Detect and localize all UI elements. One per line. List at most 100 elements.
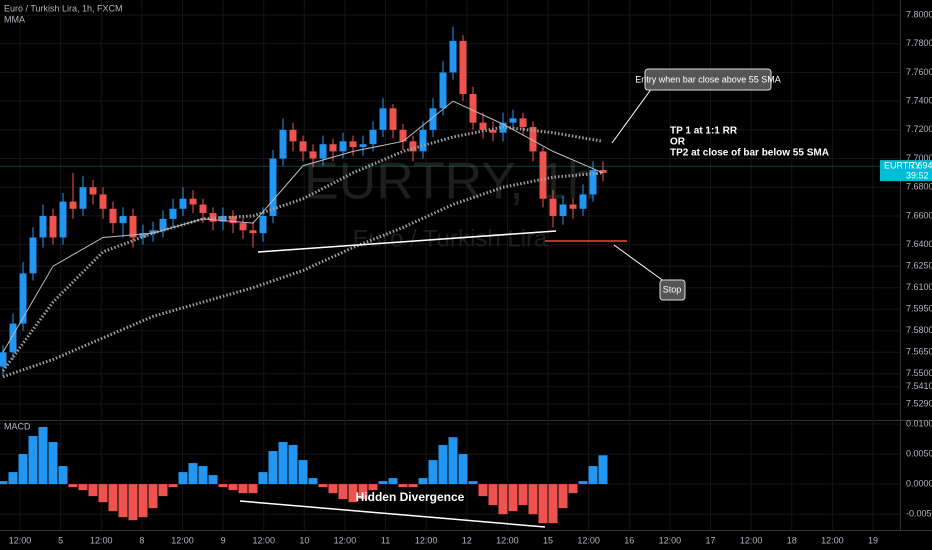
- x-tick-label: 12:00: [821, 535, 844, 545]
- macd-bar: [158, 484, 168, 497]
- macd-bar: [188, 463, 198, 485]
- macd-bar: [348, 484, 358, 503]
- candle-body: [489, 129, 497, 133]
- candle-body: [349, 141, 357, 148]
- candle-body: [559, 204, 567, 216]
- last-price-value: 7.69473: [910, 160, 932, 170]
- macd-bar: [308, 478, 318, 485]
- y-tick-label: 7.68000: [906, 182, 932, 192]
- macd-bar: [598, 455, 608, 485]
- candle-body: [329, 144, 337, 152]
- candle-body: [59, 201, 67, 238]
- macd-bar: [368, 484, 378, 491]
- last-price-box: [880, 160, 932, 182]
- candle-body: [309, 151, 317, 159]
- macd-bar: [528, 484, 538, 515]
- candle-body: [239, 223, 247, 231]
- macd-bar: [408, 484, 418, 488]
- moving-average: [2, 171, 604, 379]
- macd-bar: [68, 484, 78, 488]
- macd-bar: [78, 484, 88, 491]
- candle-body: [449, 40, 457, 73]
- tp-text: TP2 at close of bar below 55 SMA: [670, 148, 829, 159]
- candle-body: [269, 158, 277, 216]
- macd-bar: [138, 484, 148, 518]
- candle-body: [539, 151, 547, 199]
- candle-body: [29, 237, 37, 274]
- macd-bar: [0, 481, 8, 485]
- x-tick-label: 9: [221, 535, 226, 545]
- x-tick-label: 12: [462, 535, 472, 545]
- support-line: [257, 230, 557, 253]
- candle-body: [169, 208, 177, 219]
- macd-bar: [338, 484, 348, 500]
- macd-bar: [478, 484, 488, 497]
- candle-body: [99, 194, 107, 209]
- macd-bar: [388, 478, 398, 485]
- stop-connector: [613, 244, 666, 283]
- x-tick-label: 12:00: [740, 535, 763, 545]
- candle-body: [369, 129, 377, 145]
- macd-bar: [88, 484, 98, 497]
- x-tick-label: 5: [58, 535, 63, 545]
- last-price-symbol: EURTRY: [884, 160, 921, 170]
- x-tick-label: 12:00: [90, 535, 113, 545]
- macd-bar: [298, 460, 308, 485]
- candle-body: [109, 208, 117, 224]
- candle-body: [359, 144, 367, 148]
- y-tick-label: 7.80000: [906, 9, 932, 19]
- candle-body: [179, 198, 187, 209]
- candle-body: [429, 108, 437, 130]
- y-tick-label: 7.78000: [906, 38, 932, 48]
- macd-bar: [48, 442, 58, 485]
- candle-body: [0, 352, 7, 367]
- indicator-label: MMA: [4, 14, 25, 24]
- candle-body: [259, 215, 267, 234]
- macd-bar: [438, 445, 448, 485]
- chart-title: Euro / Turkish Lira, 1h, FXCM: [4, 3, 123, 13]
- y-tick-label: 7.64000: [906, 239, 932, 249]
- watermark: EURTRY, 1h: [304, 153, 596, 211]
- macd-bar: [458, 454, 468, 485]
- x-tick-label: 12:00: [415, 535, 438, 545]
- y-tick-label: 7.62500: [906, 261, 932, 271]
- y-tick-label: 7.59500: [906, 304, 932, 314]
- macd-bar: [28, 436, 38, 485]
- candle-body: [89, 187, 97, 195]
- candle-body: [159, 218, 167, 231]
- candle-body: [549, 198, 557, 216]
- candle-body: [599, 170, 607, 173]
- macd-bar: [568, 484, 578, 494]
- macd-bar: [148, 484, 158, 509]
- divergence-text: Hidden Divergence: [356, 490, 465, 504]
- marks: [0, 26, 900, 524]
- candle-body: [79, 187, 87, 209]
- candle-body: [69, 201, 77, 209]
- x-tick-label: 18: [787, 535, 797, 545]
- candle-body: [529, 126, 537, 152]
- candle-body: [339, 141, 347, 152]
- x-tick-label: 10: [299, 535, 309, 545]
- tp-text: OR: [670, 137, 686, 148]
- candle-body: [459, 40, 467, 94]
- macd-bar: [248, 484, 258, 494]
- x-tick-label: 12:00: [496, 535, 519, 545]
- candle-body: [509, 118, 517, 123]
- candle-body: [119, 215, 127, 224]
- x-tick-label: 12:00: [252, 535, 275, 545]
- x-tick-label: 19: [868, 535, 878, 545]
- candle-body: [289, 129, 297, 142]
- x-tick-label: 12:00: [171, 535, 194, 545]
- macd-bar: [428, 460, 438, 485]
- x-tick-label: 11: [381, 535, 390, 545]
- macd-bar: [498, 484, 508, 515]
- macd-bar: [538, 484, 548, 524]
- y-tick-label: 7.61000: [906, 282, 932, 292]
- stop-text: Stop: [663, 284, 682, 294]
- macd-bar: [288, 445, 298, 485]
- macd-bar: [198, 466, 208, 485]
- macd-bar: [328, 484, 338, 494]
